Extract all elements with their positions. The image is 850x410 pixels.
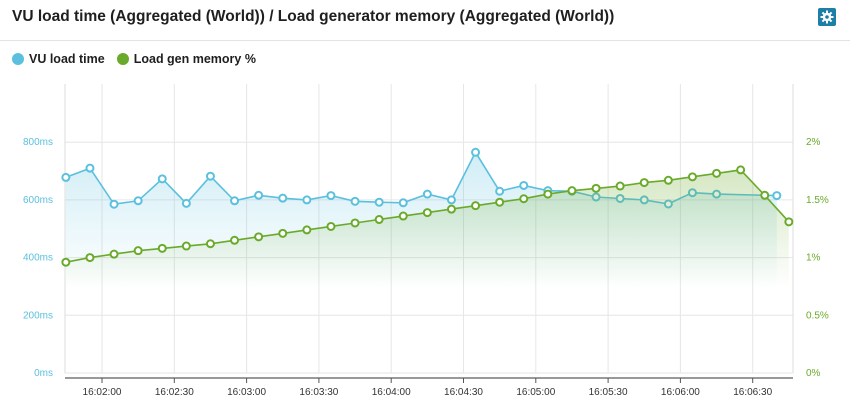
x-tick-label: 16:02:00 [83, 387, 122, 398]
x-tick-label: 16:02:30 [155, 387, 194, 398]
load-gen-memory-point [254, 232, 264, 242]
load-gen-memory-point [712, 168, 722, 178]
x-tick-label: 16:05:00 [516, 387, 555, 398]
x-tick-label: 16:04:30 [444, 387, 483, 398]
chart-legend: VU load time Load gen memory % [12, 52, 256, 66]
y-left-tick-label: 0ms [34, 368, 53, 379]
vu-load-time-point [205, 171, 215, 181]
load-gen-memory-point [446, 204, 456, 214]
y-left-tick-label: 600ms [23, 195, 53, 206]
vu-load-time-point [398, 198, 408, 208]
y-left-tick-label: 200ms [23, 310, 53, 321]
y-right-tick-label: 1.5% [806, 195, 829, 206]
load-gen-memory-point [543, 189, 553, 199]
vu-load-time-point [374, 197, 384, 207]
x-tick-label: 16:06:30 [733, 387, 772, 398]
load-gen-memory-point [230, 235, 240, 245]
load-gen-memory-point [519, 194, 529, 204]
load-gen-memory-point [471, 201, 481, 211]
y-right-tick-label: 0% [806, 368, 821, 379]
header-divider [0, 40, 850, 41]
load-gen-memory-point [205, 239, 215, 249]
vu-load-time-point [302, 195, 312, 205]
gear-icon [820, 10, 834, 24]
load-gen-memory-point [398, 211, 408, 221]
x-tick-label: 16:06:00 [661, 387, 700, 398]
vu-load-time-point [471, 147, 481, 157]
vu-load-time-point [85, 163, 95, 173]
load-gen-memory-point [736, 165, 746, 175]
load-gen-memory-point [784, 217, 794, 227]
y-right-tick-label: 2% [806, 137, 821, 148]
panel-title: VU load time (Aggregated (World)) / Load… [12, 8, 615, 25]
x-tick-label: 16:03:00 [227, 387, 266, 398]
load-gen-memory-point [109, 249, 119, 259]
load-gen-memory-point [61, 257, 71, 267]
x-tick-label: 16:05:30 [589, 387, 628, 398]
vu-load-time-point [181, 198, 191, 208]
vu-load-time-point [350, 196, 360, 206]
vu-load-time-point [254, 190, 264, 200]
load-gen-memory-point [591, 183, 601, 193]
y-right-tick-label: 0.5% [806, 310, 829, 321]
load-gen-memory-point [663, 175, 673, 185]
vu-load-time-point [61, 172, 71, 182]
y-left-tick-label: 800ms [23, 137, 53, 148]
legend-label-vu: VU load time [29, 52, 105, 66]
x-tick-label: 16:03:30 [299, 387, 338, 398]
vu-load-time-point [326, 191, 336, 201]
load-gen-memory-area [65, 169, 789, 288]
settings-button[interactable] [818, 8, 836, 26]
load-gen-memory-point [157, 243, 167, 253]
load-gen-memory-point [422, 208, 432, 218]
vu-load-time-point [109, 199, 119, 209]
load-gen-memory-point [326, 221, 336, 231]
y-right-tick-label: 1% [806, 253, 821, 264]
load-gen-memory-point [495, 197, 505, 207]
legend-swatch-memory [116, 53, 129, 65]
vu-load-time-point [133, 196, 143, 206]
vu-load-time-point [772, 191, 782, 201]
load-gen-memory-point [278, 228, 288, 238]
load-gen-memory-point [760, 190, 770, 200]
load-gen-memory-point [350, 218, 360, 228]
legend-item-load-gen-memory[interactable]: Load gen memory % [116, 52, 256, 66]
load-gen-memory-point [639, 178, 649, 188]
load-gen-memory-point [181, 241, 191, 251]
load-gen-memory-point [567, 186, 577, 196]
legend-item-vu-load-time[interactable]: VU load time [12, 52, 105, 66]
vu-load-time-point [446, 195, 456, 205]
legend-swatch-vu [12, 53, 24, 65]
load-gen-memory-point [133, 246, 143, 256]
vu-load-time-point [278, 193, 288, 203]
load-gen-memory-point [687, 172, 697, 182]
load-gen-memory-point [615, 181, 625, 191]
vu-load-time-point [157, 174, 167, 184]
vu-load-time-point [230, 196, 240, 206]
load-gen-memory-point [302, 225, 312, 235]
load-gen-memory-point [85, 253, 95, 263]
load-gen-memory-point [374, 215, 384, 225]
x-tick-label: 16:04:00 [372, 387, 411, 398]
vu-load-time-point [495, 186, 505, 196]
legend-label-memory: Load gen memory % [133, 52, 256, 66]
vu-load-time-point [422, 189, 432, 199]
vu-load-time-point [519, 180, 529, 190]
y-left-tick-label: 400ms [23, 253, 53, 264]
